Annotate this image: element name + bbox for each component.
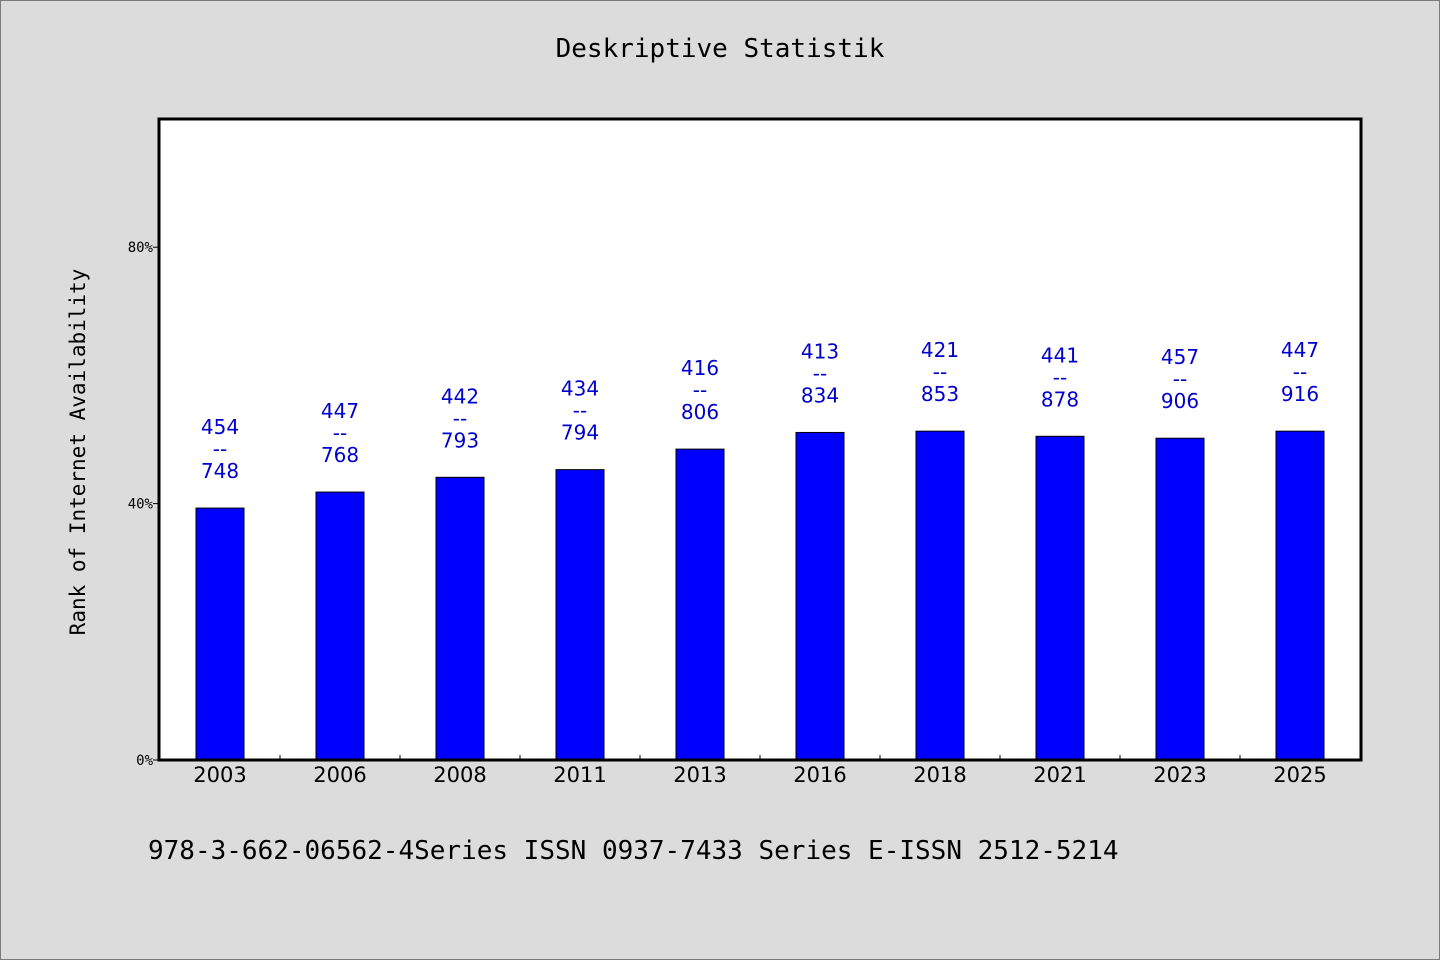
x-tick-label-2018: 2018 bbox=[913, 763, 966, 787]
bar-label-sep-2016: -- bbox=[813, 361, 827, 385]
x-ticks-group: 2003 2006 2008 2011 2013 2016 2018 2021 2023 2025 bbox=[193, 755, 1327, 787]
bar-2013 bbox=[675, 448, 725, 761]
plot-border bbox=[157, 117, 1363, 762]
bar-2021 bbox=[1035, 435, 1085, 761]
x-tick-label-2006: 2006 bbox=[313, 763, 366, 787]
x-tick-label-2023: 2023 bbox=[1153, 763, 1206, 787]
x-tick-label-2021: 2021 bbox=[1033, 763, 1086, 787]
x-tick-label-2011: 2011 bbox=[553, 763, 606, 787]
bar-label-top-2016: 413 bbox=[801, 339, 839, 363]
x-tick-label-2008: 2008 bbox=[433, 763, 486, 787]
bars-group bbox=[195, 430, 1325, 761]
bar-label-sep-2023: -- bbox=[1173, 367, 1187, 391]
bar-label-top-2025: 447 bbox=[1281, 338, 1319, 362]
bar-label-top-2018: 421 bbox=[921, 338, 959, 362]
bar-label-top-2021: 441 bbox=[1041, 343, 1079, 367]
bar-label-sep-2003: -- bbox=[213, 437, 227, 461]
y-tick-label: 0% bbox=[136, 753, 153, 769]
bar-labels-group: 454--748447--768442--793434--794416--806… bbox=[201, 338, 1319, 483]
bar-label-top-2008: 442 bbox=[441, 384, 479, 408]
bar-2018 bbox=[915, 430, 965, 761]
bar-label-sep-2018: -- bbox=[933, 360, 947, 384]
bar-label-sep-2008: -- bbox=[453, 406, 467, 430]
bar-label-bottom-2013: 806 bbox=[681, 400, 719, 424]
y-tick-label: 80% bbox=[128, 240, 154, 256]
x-tick-label-2016: 2016 bbox=[793, 763, 846, 787]
bar-label-top-2013: 416 bbox=[681, 356, 719, 380]
bar-label-bottom-2003: 748 bbox=[201, 459, 239, 483]
bar-label-bottom-2016: 834 bbox=[801, 383, 839, 407]
bar-label-top-2006: 447 bbox=[321, 399, 359, 423]
bar-label-sep-2025: -- bbox=[1293, 360, 1307, 384]
bar-label-top-2023: 457 bbox=[1161, 345, 1199, 369]
bar-label-top-2011: 434 bbox=[561, 377, 599, 401]
bar-2016 bbox=[795, 431, 845, 761]
bar-2008 bbox=[435, 476, 485, 761]
bar-label-bottom-2023: 906 bbox=[1161, 389, 1199, 413]
bar-2025 bbox=[1275, 430, 1325, 761]
bar-label-top-2003: 454 bbox=[201, 415, 239, 439]
x-tick-label-2003: 2003 bbox=[193, 763, 246, 787]
bar-label-bottom-2018: 853 bbox=[921, 382, 959, 406]
bar-label-bottom-2021: 878 bbox=[1041, 387, 1079, 411]
bar-2011 bbox=[555, 469, 605, 761]
bar-2003 bbox=[195, 507, 245, 761]
x-tick-label-2025: 2025 bbox=[1273, 763, 1326, 787]
footer-note: 978-3-662-06562-4Series ISSN 0937-7433 S… bbox=[148, 836, 1119, 866]
bar-label-sep-2011: -- bbox=[573, 399, 587, 423]
chart-title: Deskriptive Statistik bbox=[555, 34, 885, 64]
y-ticks-group: 0% 40% 80% bbox=[128, 240, 159, 769]
bar-label-bottom-2025: 916 bbox=[1281, 382, 1319, 406]
bar-label-sep-2006: -- bbox=[333, 421, 347, 445]
bar-label-sep-2013: -- bbox=[693, 378, 707, 402]
bar-2006 bbox=[315, 491, 365, 761]
x-tick-label-2013: 2013 bbox=[673, 763, 726, 787]
bar-label-sep-2021: -- bbox=[1053, 365, 1067, 389]
y-tick-label: 40% bbox=[128, 497, 154, 513]
bar-2023 bbox=[1155, 437, 1205, 761]
bar-label-bottom-2011: 794 bbox=[561, 421, 599, 445]
bar-label-bottom-2006: 768 bbox=[321, 443, 359, 467]
bar-label-bottom-2008: 793 bbox=[441, 428, 479, 452]
